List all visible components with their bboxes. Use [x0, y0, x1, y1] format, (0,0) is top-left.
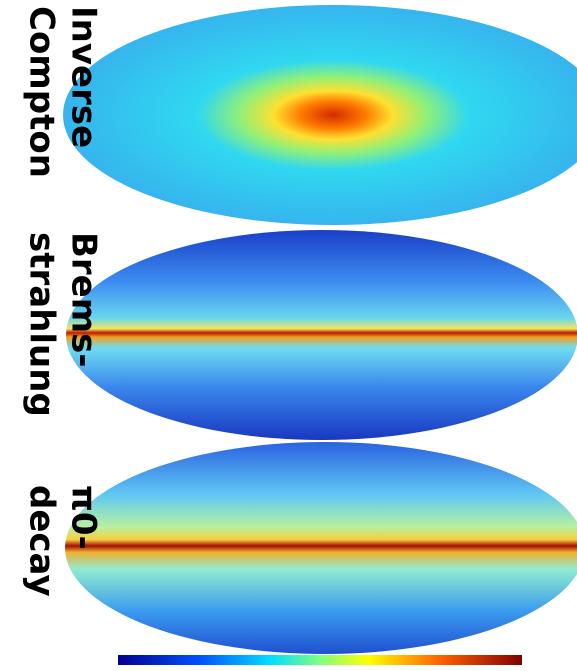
sky-map [65, 442, 577, 654]
panel-label: Compton [22, 6, 62, 178]
panel-label: Inverse [64, 6, 104, 148]
panel-label: Brems- [64, 232, 104, 368]
panel-label: decay [22, 485, 62, 597]
sky-map [63, 5, 577, 225]
sky-map [66, 230, 577, 440]
panel-label: π0- [64, 485, 104, 550]
colorbar [118, 655, 522, 665]
panel-label: strahlung [22, 232, 62, 417]
figure: Inverse Compton Brems- strahlung π0- dec… [0, 0, 577, 671]
